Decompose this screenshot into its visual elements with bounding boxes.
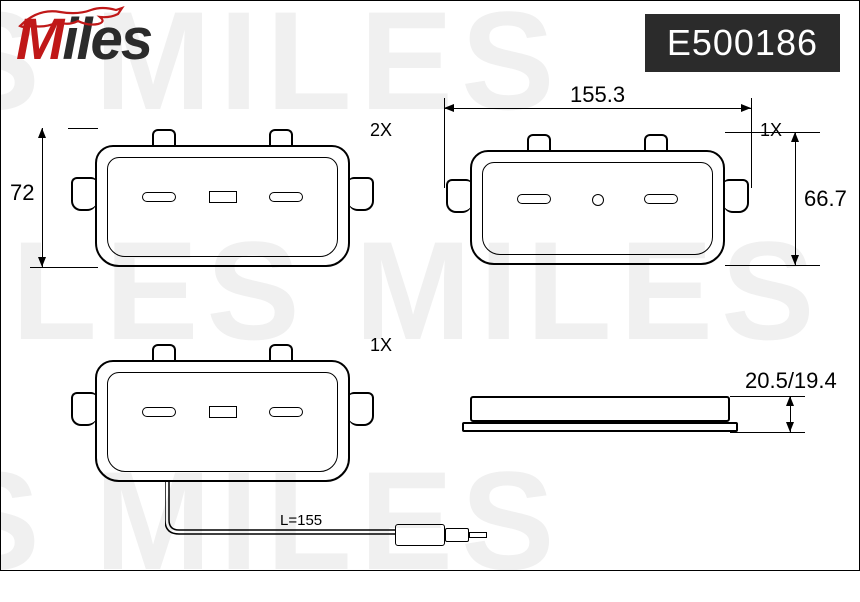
dim-ext: [730, 432, 805, 433]
brand-logo: Miles: [16, 6, 151, 73]
dim-label-height: 66.7: [804, 186, 847, 212]
pad-ear: [71, 177, 97, 211]
pad-slot: [142, 407, 176, 417]
dim-line: [444, 108, 751, 109]
qty-label: 1X: [370, 335, 392, 356]
brake-pad-top-right: [470, 150, 725, 265]
pad-center-hole: [209, 406, 237, 418]
pad-tab: [269, 344, 293, 362]
dim-label-thickness: 20.5/19.4: [745, 368, 837, 394]
pad-center-hole: [592, 194, 604, 206]
dim-ext: [68, 128, 98, 129]
pad-center-hole: [209, 191, 237, 203]
wire-length-label: L=155: [280, 512, 322, 529]
pad-slot: [269, 407, 303, 417]
pad-slot: [142, 192, 176, 202]
pad-ear: [446, 179, 472, 213]
pad-slot: [517, 194, 551, 204]
pad-slot: [269, 192, 303, 202]
pad-ear: [348, 392, 374, 426]
pad-tab: [644, 134, 668, 152]
dim-ext: [751, 98, 752, 188]
part-number-box: E500186: [645, 14, 840, 72]
pad-tab: [152, 344, 176, 362]
pad-inner-outline: [107, 157, 338, 257]
dim-ext: [725, 132, 820, 133]
brake-pad-top-left: [95, 145, 350, 267]
dim-label-width: 155.3: [570, 82, 625, 108]
dim-arrow-icon: [444, 104, 454, 112]
dim-arrow-icon: [791, 132, 799, 142]
pad-tab: [527, 134, 551, 152]
running-dog-icon: [18, 4, 128, 32]
dim-label-height: 72: [10, 180, 34, 206]
dim-ext: [725, 265, 820, 266]
sensor-pin: [469, 532, 487, 538]
dim-line: [42, 128, 43, 267]
pad-ear: [348, 177, 374, 211]
pad-tab: [269, 129, 293, 147]
pad-ear: [71, 392, 97, 426]
brake-pad-side-view: [470, 396, 730, 422]
pad-inner-outline: [482, 162, 713, 255]
dim-arrow-icon: [741, 104, 751, 112]
dim-line: [795, 132, 796, 265]
qty-label: 1X: [760, 120, 782, 141]
brake-pad-bottom-left: [95, 360, 350, 482]
dim-arrow-icon: [786, 422, 794, 432]
dim-arrow-icon: [38, 128, 46, 138]
pad-ear: [723, 179, 749, 213]
dim-arrow-icon: [38, 257, 46, 267]
drawing-stage: 2X 72 1X 155.3 66.7 1X: [0, 80, 860, 570]
dim-arrow-icon: [786, 396, 794, 406]
dim-arrow-icon: [791, 255, 799, 265]
qty-label: 2X: [370, 120, 392, 141]
brake-pad-side-backplate: [462, 422, 738, 432]
pad-tab: [152, 129, 176, 147]
sensor-connector: [395, 524, 445, 546]
pad-slot: [644, 194, 678, 204]
sensor-connector-inner: [445, 528, 469, 542]
pad-inner-outline: [107, 372, 338, 472]
dim-ext: [30, 267, 98, 268]
